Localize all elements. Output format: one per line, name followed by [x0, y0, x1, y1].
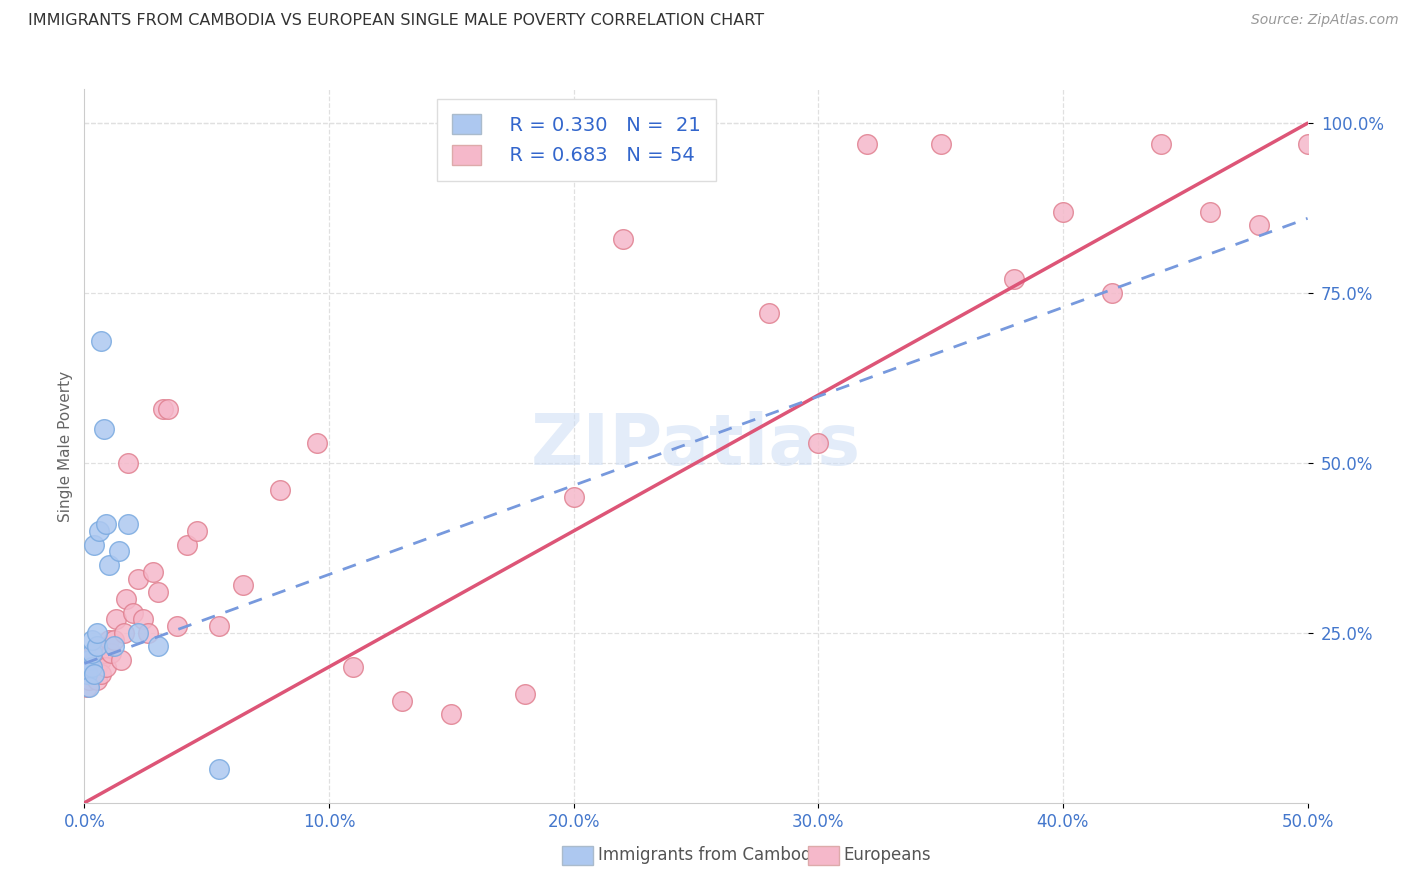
- Point: [342, 660, 364, 674]
- Point: [807, 435, 830, 450]
- Point: [115, 591, 138, 606]
- Text: Immigrants from Cambodia: Immigrants from Cambodia: [598, 847, 825, 864]
- Point: [80, 632, 103, 647]
- Point: [76, 680, 98, 694]
- Point: [80, 660, 103, 674]
- Point: [1052, 204, 1074, 219]
- Point: [105, 612, 128, 626]
- Point: [1101, 286, 1123, 301]
- Point: [186, 524, 208, 538]
- Point: [1247, 218, 1270, 232]
- Text: IMMIGRANTS FROM CAMBODIA VS EUROPEAN SINGLE MALE POVERTY CORRELATION CHART: IMMIGRANTS FROM CAMBODIA VS EUROPEAN SIN…: [28, 13, 765, 29]
- Point: [83, 653, 105, 667]
- Point: [103, 632, 125, 647]
- Point: [86, 640, 108, 654]
- Point: [1150, 136, 1173, 151]
- Point: [1198, 204, 1220, 219]
- Text: Source: ZipAtlas.com: Source: ZipAtlas.com: [1251, 13, 1399, 28]
- Point: [77, 680, 100, 694]
- Point: [305, 435, 328, 450]
- Point: [122, 606, 145, 620]
- Point: [97, 632, 120, 647]
- Point: [96, 517, 118, 532]
- Point: [112, 626, 135, 640]
- Point: [142, 565, 165, 579]
- Point: [90, 334, 112, 348]
- Point: [132, 612, 155, 626]
- Point: [1002, 272, 1025, 286]
- Point: [612, 232, 634, 246]
- Point: [80, 646, 103, 660]
- Point: [208, 762, 231, 776]
- Point: [391, 694, 413, 708]
- Point: [117, 517, 139, 532]
- Point: [208, 619, 231, 633]
- Text: Europeans: Europeans: [844, 847, 931, 864]
- Y-axis label: Single Male Poverty: Single Male Poverty: [58, 370, 73, 522]
- Text: ZIPatlas: ZIPatlas: [531, 411, 860, 481]
- Point: [136, 626, 159, 640]
- Point: [146, 585, 169, 599]
- Point: [77, 673, 100, 688]
- Point: [110, 653, 132, 667]
- Point: [156, 401, 179, 416]
- Point: [100, 646, 122, 660]
- Point: [176, 537, 198, 551]
- Point: [127, 572, 149, 586]
- Point: [103, 640, 125, 654]
- Point: [96, 660, 118, 674]
- Point: [269, 483, 291, 498]
- Point: [86, 626, 108, 640]
- Point: [90, 653, 112, 667]
- Point: [562, 490, 585, 504]
- Point: [87, 524, 110, 538]
- Point: [86, 660, 108, 674]
- Legend:   R = 0.330   N =  21,   R = 0.683   N = 54: R = 0.330 N = 21, R = 0.683 N = 54: [437, 99, 716, 181]
- Point: [440, 707, 463, 722]
- Point: [83, 646, 105, 660]
- Point: [1296, 136, 1319, 151]
- Point: [166, 619, 188, 633]
- Point: [685, 136, 707, 151]
- Point: [856, 136, 879, 151]
- Point: [97, 558, 120, 572]
- Point: [127, 626, 149, 640]
- Point: [93, 646, 115, 660]
- Point: [90, 666, 112, 681]
- Point: [86, 673, 108, 688]
- Point: [152, 401, 174, 416]
- Point: [513, 687, 536, 701]
- Point: [80, 666, 103, 681]
- Point: [758, 306, 780, 320]
- Point: [83, 666, 105, 681]
- Point: [77, 653, 100, 667]
- Point: [77, 660, 100, 674]
- Point: [107, 544, 129, 558]
- Point: [232, 578, 254, 592]
- Point: [929, 136, 952, 151]
- Point: [83, 537, 105, 551]
- Point: [117, 456, 139, 470]
- Point: [146, 640, 169, 654]
- Point: [87, 640, 110, 654]
- Point: [93, 422, 115, 436]
- Point: [76, 666, 98, 681]
